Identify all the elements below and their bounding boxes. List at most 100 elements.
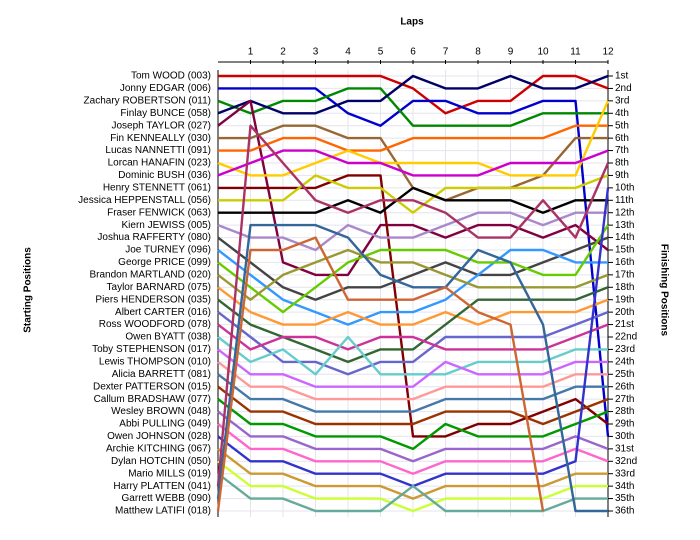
- y-tick-label: 32nd: [615, 456, 637, 467]
- driver-line: [217, 286, 609, 326]
- y-tick-label: 33rd: [615, 468, 635, 479]
- y-tick-label: 2nd: [615, 83, 632, 94]
- y-tick-label: 30th: [615, 431, 634, 442]
- driver-line: [217, 335, 608, 376]
- driver-line: [217, 100, 610, 177]
- driver-line: [217, 348, 608, 388]
- driver-name: Wesley BROWN (048): [111, 406, 211, 417]
- y-tick-label: 26th: [615, 381, 634, 392]
- y-tick-label: 7th: [615, 145, 629, 156]
- driver-line: [217, 74, 609, 115]
- driver-line: [217, 385, 609, 426]
- driver-name: Joe TURNEY (096): [125, 245, 211, 256]
- x-tick-label: 2: [280, 47, 286, 58]
- driver-line: [216, 236, 545, 512]
- driver-line: [216, 124, 610, 487]
- driver-name: Jessica HEPPENSTALL (056): [78, 195, 211, 206]
- driver-name: Lewis THOMPSON (010): [99, 356, 211, 367]
- driver-name: Dominic BUSH (036): [118, 170, 211, 181]
- x-axis-title: Laps: [400, 17, 424, 28]
- driver-name: Tom WOOD (003): [131, 71, 211, 82]
- y-tick-label: 9th: [615, 170, 629, 181]
- y-tick-label: 34th: [615, 481, 634, 492]
- y-tick-label: 21st: [615, 319, 634, 330]
- lines: [216, 74, 610, 513]
- y-tick-label: 29th: [615, 419, 634, 430]
- y2-axis-title: Finishing Positions: [658, 244, 669, 337]
- driver-name: Callum BRADSHAW (077): [94, 394, 211, 405]
- driver-line: [217, 447, 608, 500]
- driver-name: Mario MILLS (019): [128, 468, 211, 479]
- y-tick-label: 11th: [615, 195, 634, 206]
- y-tick-label: 17th: [615, 269, 634, 280]
- driver-line: [217, 224, 610, 314]
- y-tick-label: 4th: [615, 108, 629, 119]
- driver-name: Owen BYATT (038): [125, 332, 211, 343]
- driver-name: Fin KENNEALLY (030): [110, 133, 211, 144]
- driver-line: [218, 186, 608, 214]
- x-tick-label: 12: [602, 47, 614, 58]
- driver-line: [217, 211, 608, 252]
- y-tick-label: 35th: [615, 493, 634, 504]
- driver-name: Dylan HOTCHIN (050): [111, 456, 211, 467]
- driver-name: Lorcan HANAFIN (023): [108, 158, 211, 169]
- driver-name: Alicia BARRETT (081): [112, 369, 211, 380]
- driver-name: Garrett WEBB (090): [122, 493, 211, 504]
- y-tick-label: 5th: [615, 120, 629, 131]
- y-tick-label: 25th: [615, 369, 634, 380]
- driver-line: [217, 236, 609, 301]
- driver-name: Ross WOODFORD (078): [99, 319, 211, 330]
- y-tick-label: 1st: [615, 71, 629, 82]
- y-tick-label: 13th: [615, 220, 634, 231]
- driver-line: [217, 248, 608, 326]
- driver-name: Joseph TAYLOR (027): [112, 120, 212, 131]
- y-tick-label: 15th: [615, 245, 634, 256]
- driver-line: [217, 398, 609, 451]
- driver-name: George PRICE (099): [118, 257, 211, 268]
- driver-name: Brandon MARTLAND (020): [89, 269, 211, 280]
- driver-name: Finlay BUNCE (058): [120, 108, 211, 119]
- y-tick-label: 14th: [615, 232, 634, 243]
- driver-line: [217, 323, 609, 351]
- driver-line: [217, 310, 609, 376]
- driver-name: Joshua RAFFERTY (080): [97, 232, 211, 243]
- driver-name: Henry STENNETT (061): [103, 182, 211, 193]
- y-tick-label: 24th: [615, 356, 634, 367]
- x-tick-label: 11: [570, 47, 581, 58]
- x-tick-label: 5: [378, 47, 384, 58]
- y-tick-label: 31st: [615, 443, 634, 454]
- y-tick-label: 28th: [615, 406, 634, 417]
- driver-line: [217, 149, 609, 177]
- x-tick-label: 10: [537, 47, 549, 58]
- y-tick-label: 27th: [615, 394, 634, 405]
- driver-name: Matthew LATIFI (018): [115, 506, 211, 517]
- y-tick-label: 18th: [615, 282, 634, 293]
- driver-name: Zachary ROBERTSON (011): [84, 95, 211, 106]
- x-tick-label: 1: [248, 47, 254, 58]
- y-tick-label: 19th: [615, 294, 634, 305]
- driver-line: [218, 87, 610, 437]
- x-tick-label: 9: [508, 47, 514, 58]
- y-tick-label: 36th: [615, 506, 634, 517]
- driver-line: [217, 87, 608, 127]
- y-tick-label: 12th: [615, 207, 634, 218]
- driver-name: Piers HENDERSON (035): [95, 294, 211, 305]
- driver-name: Kiern JEWISS (005): [122, 220, 211, 231]
- driver-name: Toby STEPHENSON (017): [92, 344, 211, 355]
- y-tick-label: 20th: [615, 307, 634, 318]
- driver-line: [217, 460, 608, 513]
- driver-name: Jonny EDGAR (006): [120, 83, 211, 94]
- driver-line: [218, 124, 608, 152]
- driver-line: [217, 423, 609, 475]
- y-tick-label: 10th: [615, 182, 634, 193]
- y-tick-label: 22nd: [615, 332, 637, 343]
- y-tick-label: 16th: [615, 257, 634, 268]
- driver-line: [217, 360, 608, 401]
- y-tick-label: 3rd: [615, 95, 629, 106]
- driver-name: Taylor BARNARD (075): [107, 282, 211, 293]
- y-axis-title: Starting Positions: [23, 247, 34, 333]
- x-tick-label: 8: [475, 47, 481, 58]
- driver-line: [217, 248, 609, 301]
